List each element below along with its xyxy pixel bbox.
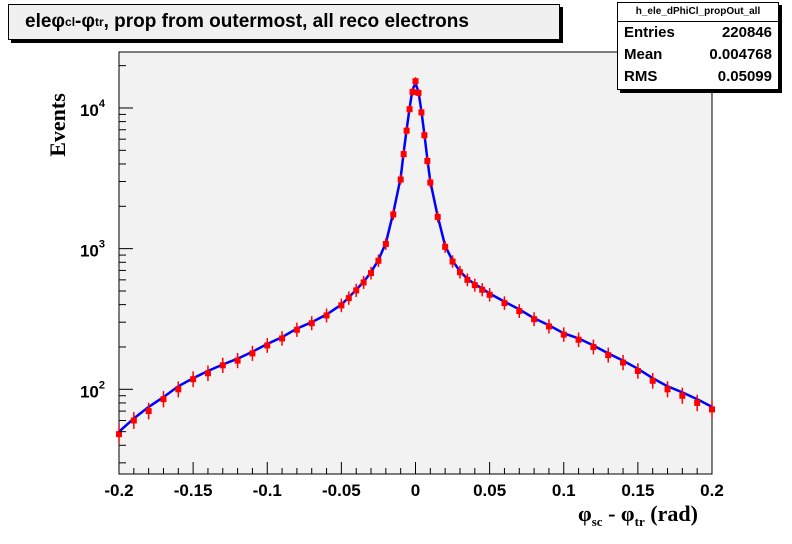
data-point — [116, 431, 122, 438]
stats-label: RMS — [624, 68, 658, 85]
data-point — [560, 331, 567, 338]
title-phi-tr: φ — [81, 11, 95, 32]
data-point — [434, 213, 441, 220]
data-point — [590, 343, 597, 350]
data-point — [219, 362, 226, 369]
data-point — [204, 370, 211, 377]
data-point — [308, 320, 315, 327]
data-point — [516, 308, 523, 315]
data-point — [175, 386, 182, 393]
data-point — [323, 312, 330, 319]
x-tick-label: 0 — [411, 481, 420, 500]
x-tick-label: 0.2 — [700, 481, 724, 500]
data-point — [421, 132, 428, 139]
data-point — [575, 336, 582, 343]
data-point — [449, 258, 456, 265]
data-point — [679, 392, 686, 399]
axis-layer — [118, 65, 713, 474]
data-point — [415, 89, 422, 96]
data-point — [620, 359, 627, 366]
data-point — [145, 408, 152, 415]
data-point — [403, 127, 410, 134]
data-point — [160, 396, 167, 403]
data-point — [368, 270, 375, 277]
x-tick-label: 0.05 — [473, 481, 506, 500]
data-point — [397, 176, 404, 183]
data-point — [605, 352, 612, 359]
data-point — [418, 109, 425, 116]
y-tick-label: 104 — [80, 98, 106, 120]
x-tick-label: -0.2 — [104, 481, 133, 500]
data-point — [190, 376, 197, 383]
data-point — [412, 78, 419, 85]
title-dash: - — [75, 11, 82, 32]
data-point — [471, 282, 478, 289]
data-point — [464, 276, 471, 283]
title-sub-tr: tr — [94, 15, 104, 29]
series-1 — [116, 77, 715, 443]
title-phi-cl: φ — [51, 11, 66, 32]
x-tick-label: -0.1 — [253, 481, 282, 500]
y-tick-label: 103 — [80, 239, 105, 261]
data-point — [406, 106, 413, 113]
stats-value: 0.05099 — [717, 68, 772, 85]
data-point — [664, 386, 671, 393]
data-point — [709, 406, 715, 413]
data-point — [130, 417, 137, 424]
data-point — [279, 335, 286, 342]
data-point — [649, 377, 656, 384]
stats-row-rms: RMS 0.05099 — [618, 66, 778, 88]
plot-frame — [118, 51, 713, 475]
y-tick-label: 102 — [80, 379, 105, 401]
data-point — [424, 157, 431, 164]
y-tick-labels: 102 103 104 — [80, 98, 106, 401]
data-point — [345, 295, 352, 302]
data-point — [409, 88, 416, 95]
data-point — [694, 399, 701, 406]
stats-label: Entries — [624, 24, 675, 41]
stats-box: h_ele_dPhiCl_propOut_all Entries 220846 … — [617, 2, 779, 90]
title-rest: , prop from outermost, all reco electron… — [103, 11, 469, 32]
data-point — [442, 243, 449, 250]
stats-row-mean: Mean 0.004768 — [618, 44, 778, 66]
data-point — [501, 300, 508, 307]
data-point — [486, 291, 493, 298]
x-tick-labels: -0.2 -0.15 -0.1 -0.05 0 0.05 0.1 0.15 0.2 — [104, 481, 723, 500]
data-point — [293, 326, 300, 333]
data-point — [353, 287, 360, 294]
data-point — [249, 350, 256, 357]
chart-title: ele φ cl - φ tr, prop from outermost, all … — [8, 4, 560, 40]
data-point — [427, 179, 434, 186]
data-point — [479, 286, 486, 293]
data-point — [456, 269, 463, 276]
data-point — [360, 279, 367, 286]
x-axis-label: φsc - φtr (rad) — [578, 501, 698, 529]
data-point — [338, 302, 345, 309]
data-point — [400, 151, 407, 158]
title-sub-cl: cl — [65, 15, 76, 29]
data-point — [390, 211, 397, 218]
stats-value: 0.004768 — [709, 46, 772, 63]
stats-value: 220846 — [721, 24, 772, 41]
y-axis-label: Events — [45, 93, 70, 157]
data-point — [264, 342, 271, 349]
data-point — [634, 367, 641, 374]
stats-label: Mean — [624, 46, 663, 63]
data-point — [234, 357, 241, 364]
data-point — [545, 323, 552, 330]
stats-row-entries: Entries 220846 — [618, 22, 778, 44]
stats-histogram-name: h_ele_dPhiCl_propOut_all — [618, 3, 778, 22]
title-prefix: ele — [25, 11, 52, 32]
x-tick-label: 0.15 — [621, 481, 654, 500]
x-tick-label: 0.1 — [552, 481, 576, 500]
x-tick-label: -0.15 — [174, 481, 213, 500]
data-point — [382, 240, 389, 247]
x-tick-label: -0.05 — [322, 481, 361, 500]
data-point — [375, 257, 382, 264]
series-layer — [116, 77, 715, 443]
data-point — [531, 316, 538, 323]
svg-text:φsc - φtr (rad): φsc - φtr (rad) — [578, 501, 698, 529]
